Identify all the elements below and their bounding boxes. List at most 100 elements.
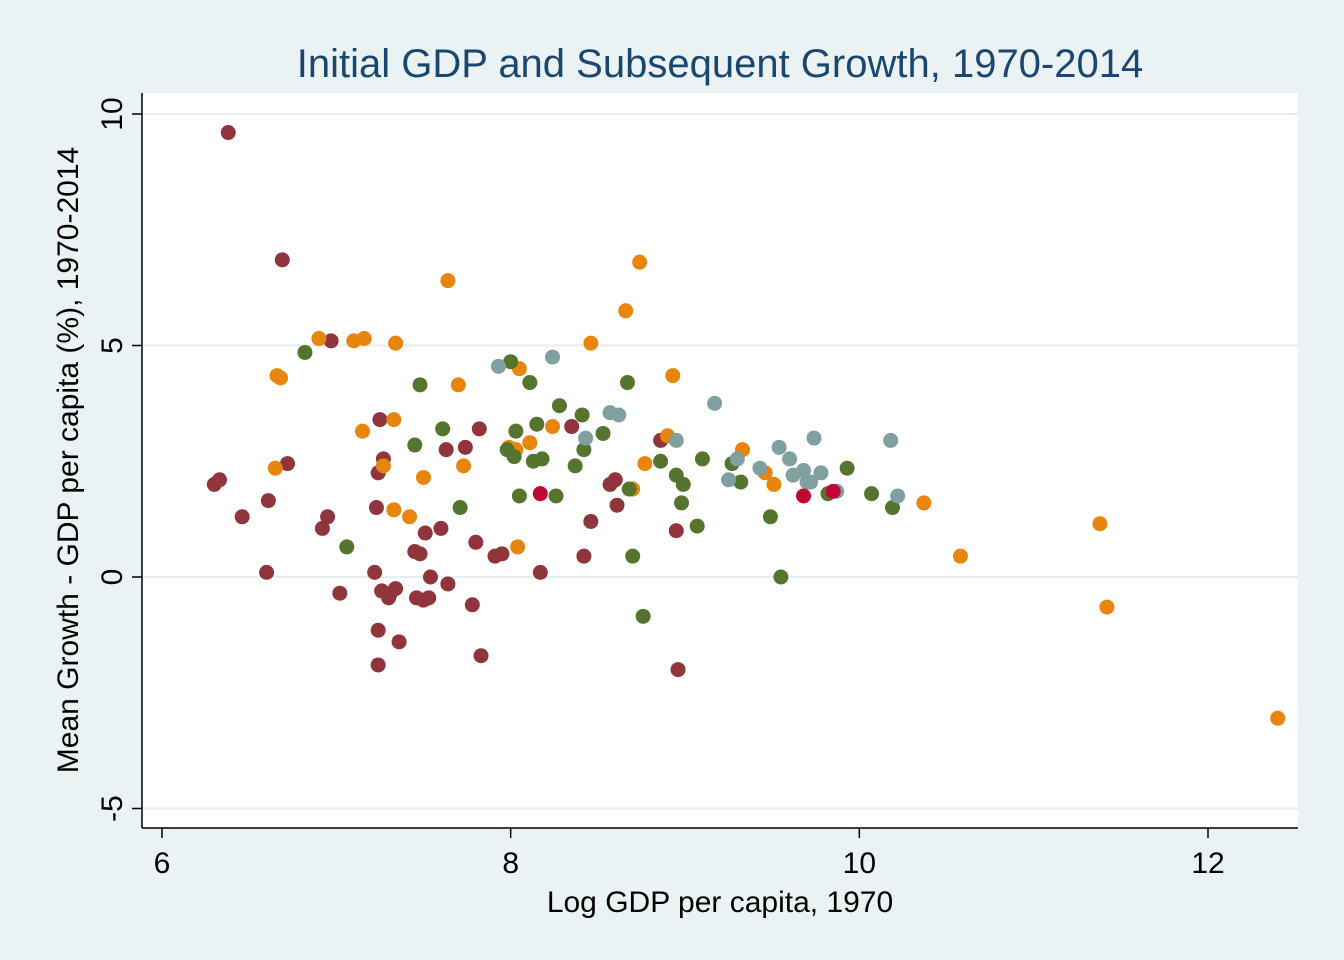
scatter-point [707,395,723,411]
scatter-point [576,442,592,458]
scatter-point [473,648,489,664]
scatter-point [452,500,468,516]
tick-marks-and-labels: 6 8 10 12 -5 0 5 10 [96,97,1225,880]
scatter-point [234,509,250,525]
data-points [206,125,1286,726]
scatter-point [674,495,690,511]
scatter-point [782,451,798,467]
scatter-point [370,657,386,673]
scatter-point [529,416,545,432]
scatter-point [545,349,561,365]
scatter-point [729,451,745,467]
scatter-point [356,331,372,347]
scatter-point [422,569,438,585]
scatter-point [220,125,236,141]
scatter-point [212,472,228,488]
scatter-point [297,344,313,360]
scatter-point [796,463,812,479]
scatter-point [375,458,391,474]
chart-title: Initial GDP and Subsequent Growth, 1970-… [297,42,1143,86]
scatter-point [490,358,506,374]
scatter-point [354,423,370,439]
scatter-point [545,419,561,435]
scatter-point [653,453,669,469]
scatter-point [386,412,402,428]
scatter-point [503,354,519,370]
scatter-point [433,520,449,536]
scatter-point [574,407,590,423]
scatter-point [320,509,336,525]
scatter-point [1092,516,1108,532]
scatter-point [391,634,407,650]
scatter-point [273,370,289,386]
scatter-point [576,548,592,564]
scatter-point [450,377,466,393]
scatter-point [388,335,404,351]
scatter-point [806,430,822,446]
scatter-point [733,474,749,490]
scatter-point [813,465,829,481]
scatter-point [468,534,484,550]
scatter-point [766,476,782,492]
scatter-point [372,412,388,428]
scatter-point [619,375,635,391]
scatter-point [668,523,684,539]
scatter-point [532,486,548,502]
scatter-point [339,539,355,555]
scatter-point [635,608,651,624]
scatter-point [883,432,899,448]
scatter-point [721,472,737,488]
y-tick-label: 5 [96,337,129,354]
scatter-point [916,495,932,511]
scatter-point [534,451,550,467]
scatter-point [456,458,472,474]
scatter-point [314,520,330,536]
scatter-point [267,460,283,476]
scatter-point [771,439,787,455]
y-tick-label: 10 [96,97,129,130]
scatter-point [370,622,386,638]
scatter-point [675,476,691,492]
x-tick-label: 10 [843,847,876,880]
scatter-point [274,252,290,268]
scatter-point [694,451,710,467]
scatter-point [510,539,526,555]
scatter-point [595,425,611,441]
scatter-point [464,597,480,613]
scatter-point [796,488,812,504]
plot-area-background [142,93,1298,828]
scatter-point [416,469,431,485]
scatter-point [583,335,599,351]
scatter-point [670,662,686,678]
scatter-point [508,423,524,439]
scatter-point [1270,710,1286,726]
scatter-point [506,449,522,465]
scatter-point [494,546,510,562]
scatter-point [511,488,527,504]
scatter-point [621,481,637,497]
x-tick-label: 12 [1191,847,1224,880]
scatter-point [332,585,348,601]
scatter-point [548,488,564,504]
scatter-point [618,303,634,319]
scatter-point [402,509,418,525]
scatter-point [259,564,275,580]
scatter-point [1099,599,1115,615]
scatter-point [665,368,681,384]
scatter-point [522,375,538,391]
scatter-point [752,460,768,476]
scatter-point [884,500,900,516]
scatter-point [668,432,684,448]
scatter-point [583,513,599,529]
scatter-point [388,581,404,597]
scatter-point [762,509,778,525]
y-tick-label: 0 [96,569,129,586]
scatter-point [773,569,789,585]
scatter-point [280,456,296,472]
scatter-point [260,493,276,509]
scatter-point [578,430,594,446]
x-tick-label: 8 [502,847,519,880]
scatter-point [435,421,451,437]
